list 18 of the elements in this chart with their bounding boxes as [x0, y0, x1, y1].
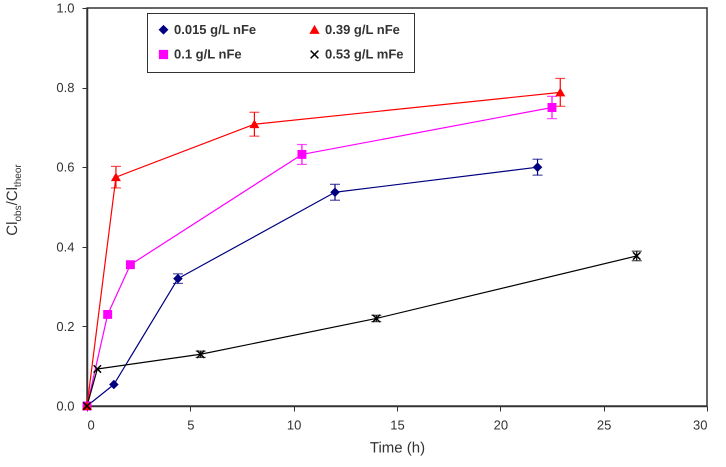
x-axis-title: Time (h): [370, 440, 426, 456]
x-tick-label: 20: [494, 418, 508, 432]
x-tick-label: 0: [88, 418, 95, 432]
x-tick-label: 25: [596, 418, 612, 432]
y-tick-label: 1.0: [56, 0, 74, 16]
y-tick-label: 0.2: [56, 318, 74, 334]
y-tick-label: 0.0: [56, 398, 74, 414]
x-tick-label: 5: [187, 418, 194, 432]
x-tick-label: 30: [693, 418, 708, 432]
legend-label: 0.39 g/L nFe: [325, 22, 400, 37]
y-tick-label: 0.4: [56, 239, 74, 254]
y-tick-label: 0.8: [56, 80, 74, 96]
x-tick-label: 15: [390, 418, 405, 432]
y-tick-label: 0.6: [56, 160, 74, 175]
legend-label: 0.1 g/L nFe: [174, 46, 242, 62]
x-tick-label: 10: [286, 418, 302, 432]
legend-label: 0.53 g/L mFe: [325, 46, 404, 62]
legend-label: 0.015 g/L nFe: [174, 22, 256, 37]
